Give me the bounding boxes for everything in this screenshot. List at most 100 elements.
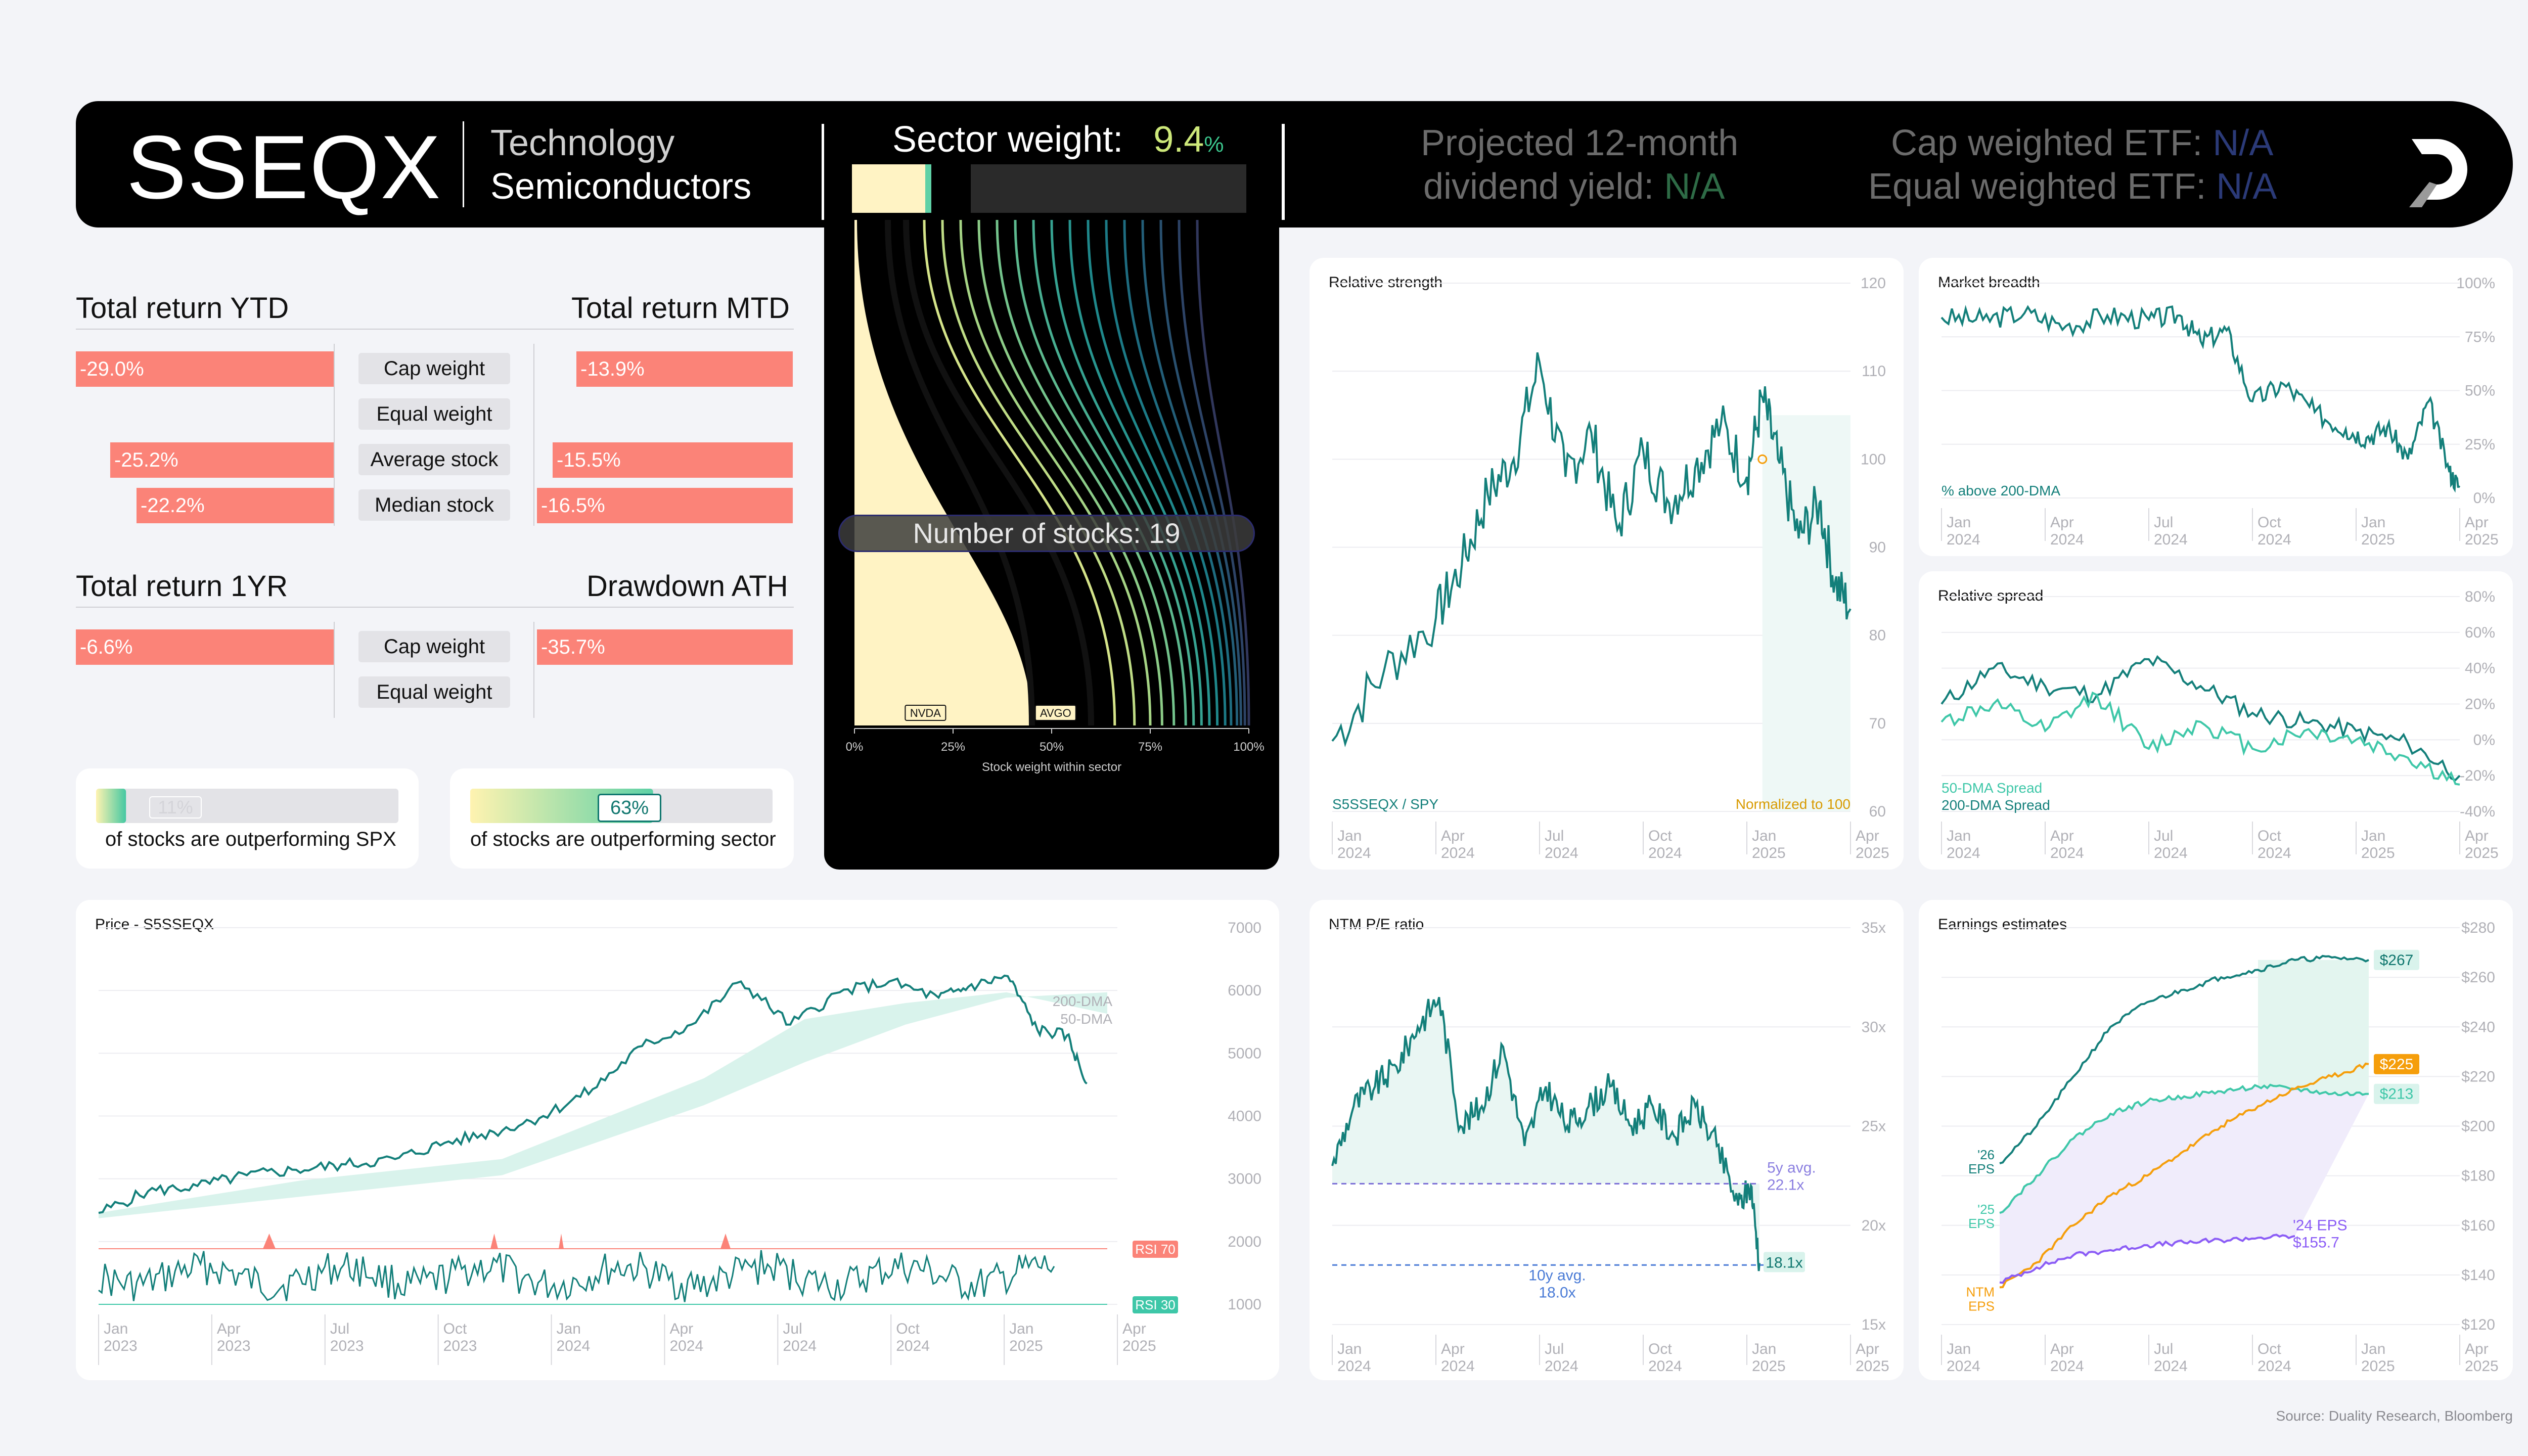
relative-spread-title: Relative spread — [1938, 587, 2044, 604]
sector-weight-bar — [852, 164, 1246, 213]
eps25-label-2: EPS — [1968, 1216, 1995, 1231]
mtd-median-bar: -16.5% — [537, 488, 793, 523]
y-tick-label: 25x — [1862, 1118, 1886, 1135]
earnings-chart: $280$260$240$220$200$180$160$140$120Jan2… — [1941, 920, 2499, 1375]
stock-count-pill: Number of stocks: 19 — [838, 515, 1255, 552]
x-tick-label: Apr — [1122, 1321, 1146, 1337]
x-tick-label: 2025 — [2361, 1358, 2395, 1375]
section-rule-2 — [76, 607, 794, 608]
eps24-value: $155.7 — [2293, 1235, 2339, 1251]
eps-value-1: $225 — [2380, 1056, 2414, 1073]
x-tick-label: Jan — [1009, 1321, 1033, 1337]
eps-badge-2 — [2374, 1083, 2419, 1104]
y-tick-label: 25% — [2465, 436, 2495, 453]
flow-stock-hl-6 — [978, 220, 1163, 726]
flow-x-tick-label: 100% — [1233, 740, 1264, 754]
eps-badge-1 — [2374, 1054, 2419, 1074]
y-tick-label: $140 — [2461, 1267, 2495, 1284]
x-tick-label: Jan — [104, 1321, 128, 1337]
y-tick-label: 3000 — [1228, 1171, 1261, 1188]
pe-ratio-title: NTM P/E ratio — [1329, 916, 1424, 933]
eq-etf-label: Equal weighted ETF: — [1868, 166, 2206, 207]
x-tick-label: 2025 — [2465, 1358, 2499, 1375]
x-tick-label: 2024 — [1441, 845, 1475, 861]
x-tick-label: Jan — [1947, 828, 1971, 844]
x-tick-label: Apr — [1856, 828, 1879, 844]
mtd-title: Total return MTD — [571, 292, 790, 325]
rsi-overbought-0 — [263, 1234, 276, 1249]
eps-line-3 — [1999, 1234, 2295, 1284]
flow-x-caption: Stock weight within sector — [982, 760, 1121, 774]
price-chart: 7000600050004000300020001000Jan2023Apr20… — [98, 920, 1261, 1365]
one-yr-cap-bar: -6.6% — [76, 629, 334, 665]
x-tick-label: Jul — [330, 1321, 349, 1337]
eps-value-0: $267 — [2380, 952, 2414, 969]
cap-etf-label: Cap weighted ETF: — [1891, 123, 2203, 163]
eps-spread-shade — [2000, 1086, 2369, 1283]
dma200-label: 200-DMA — [1053, 993, 1113, 1009]
pe-ratio-card: NTM P/E ratio 35x 30x 25x 20x 15x Jan 2024 Apr 2… — [1310, 900, 1904, 1380]
eq-etf-line: Equal weighted ETF: N/A — [1868, 166, 2277, 207]
pe-area — [1332, 997, 1759, 1271]
pe-10y-avg-label: 10y avg. — [1528, 1267, 1586, 1284]
ticker: SSEQX — [126, 117, 442, 217]
spread-200-label: 200-DMA Spread — [1942, 797, 2050, 813]
y-tick-label: 0% — [2473, 490, 2495, 507]
x-tick-label: Oct — [1648, 1341, 1672, 1357]
x-tick-label: Jan — [1337, 828, 1362, 844]
header-divider-3 — [1282, 124, 1285, 220]
x-tick-label: Oct — [443, 1321, 467, 1337]
sector-weight-marker — [925, 164, 931, 213]
x-tick-label: 2024 — [896, 1338, 930, 1354]
flow-stock-line-2 — [903, 220, 1094, 726]
market-breadth-card: Market breadth 100% 75% 50% 25% 0% Jan 2024 Apr… — [1919, 258, 2513, 556]
sector-weight-title: Sector weight: 9.4% — [892, 119, 1224, 160]
y-tick-label: 0% — [2473, 732, 2495, 748]
x-tick-label: Apr — [1856, 1341, 1879, 1357]
x-tick-label: 2024 — [1545, 845, 1578, 861]
price-card: Price - S5SSEQX 7000 6000 5000 4000 3000 2000… — [76, 900, 1279, 1380]
header-divider — [463, 121, 464, 207]
one-yr-title: Total return 1YR — [76, 570, 288, 603]
y-tick-label: 60% — [2465, 624, 2495, 641]
y-tick-label: 90 — [1869, 539, 1886, 556]
sector-outperform-text: of stocks are outperforming sector — [470, 828, 776, 850]
flow-stock-line-1 — [885, 220, 1035, 726]
x-tick-label: Jan — [2361, 514, 2385, 531]
flow-stock-hl-9 — [1032, 220, 1195, 726]
spx-outperform-text: of stocks are outperforming SPX — [105, 828, 396, 850]
average-stock-label: Average stock — [358, 444, 510, 475]
relative-strength-card: Relative strength 120 110 100 90 80 70 60 Jan 20… — [1310, 258, 1904, 870]
flow-stock-label-nvda: NVDA — [910, 707, 941, 719]
x-tick-label: 2024 — [557, 1338, 591, 1354]
sector-weight-panel: Sector weight: 9.4% 0% 25% 50% 75% 100% Stock… — [824, 119, 1279, 870]
x-tick-label: Jul — [2154, 828, 2173, 844]
flow-stock-hl-7 — [996, 220, 1175, 726]
eps24-label: '24 EPS — [2293, 1217, 2347, 1234]
x-tick-label: 2024 — [1947, 845, 1980, 861]
x-tick-label: Apr — [2050, 1341, 2074, 1357]
relative-spread-chart: 80%60%40%20%0%-20%-40%Jan2024Apr2024Jul2… — [1940, 588, 2499, 861]
x-tick-label: 2024 — [2050, 1358, 2084, 1375]
rsi-overbought-1 — [490, 1234, 498, 1249]
rsi30-label: RSI 30 — [1135, 1297, 1176, 1312]
x-tick-label: Jan — [1947, 514, 1971, 531]
x-tick-label: 2025 — [2465, 531, 2499, 548]
x-tick-label: 2023 — [104, 1338, 138, 1354]
sector-name: Technology — [490, 123, 675, 163]
median-stock-label: Median stock — [358, 489, 510, 521]
ytd-axis — [334, 344, 335, 526]
x-tick-label: 2024 — [1441, 1358, 1475, 1375]
relative-spread-card: Relative spread 80% 60% 40% 20% 0% -20% -40% Ja… — [1919, 571, 2513, 870]
y-tick-label: $280 — [2461, 920, 2495, 936]
market-breadth-title: Market breadth — [1938, 274, 2040, 291]
sector-weight-rest — [971, 164, 1246, 213]
flow-stock-label-avgo: AVGO — [1040, 707, 1071, 719]
x-tick-label: Oct — [2258, 828, 2281, 844]
y-tick-label: 20x — [1862, 1217, 1886, 1234]
y-tick-label: 15x — [1862, 1316, 1886, 1333]
pe-5y-avg-label: 5y avg. — [1767, 1159, 1816, 1176]
y-tick-label: 80 — [1869, 627, 1886, 644]
y-tick-label: 6000 — [1228, 982, 1261, 999]
price-line — [98, 974, 1088, 1214]
